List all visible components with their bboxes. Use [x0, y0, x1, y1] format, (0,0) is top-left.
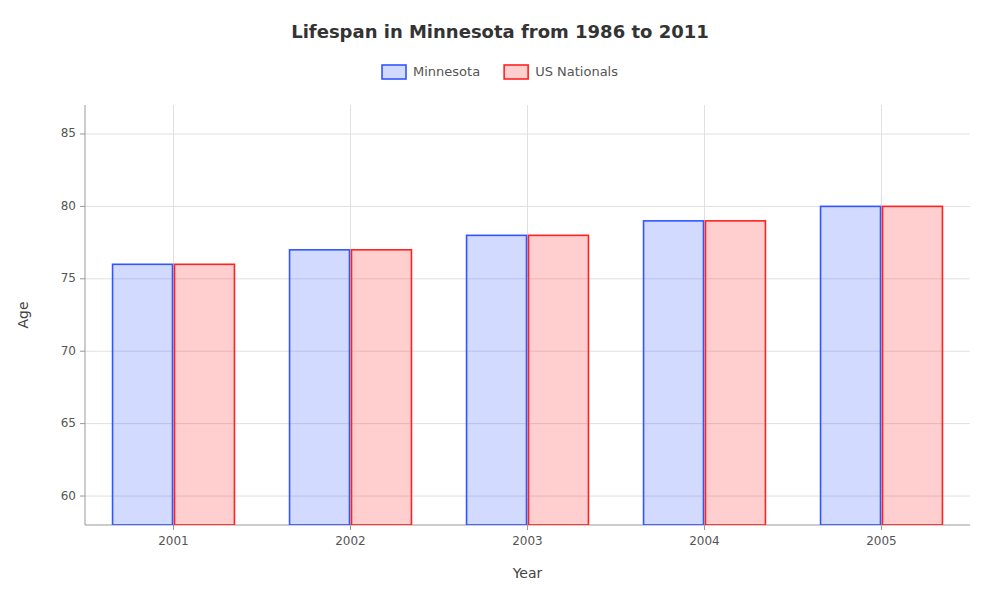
background	[0, 0, 1000, 600]
y-tick	[80, 133, 85, 134]
x-tick	[350, 525, 351, 530]
y-tick	[80, 351, 85, 352]
bar	[706, 221, 766, 525]
y-tick-label: 60	[61, 489, 76, 503]
legend: Minnesota US Nationals	[382, 64, 618, 80]
y-tick-label: 70	[61, 344, 76, 358]
y-axis-label: Age	[15, 301, 31, 328]
y-tick	[80, 278, 85, 279]
legend-swatch	[382, 65, 406, 79]
bar	[113, 264, 173, 525]
bar	[644, 221, 704, 525]
bar	[883, 206, 943, 525]
y-tick	[80, 496, 85, 497]
legend-label: US Nationals	[535, 64, 618, 79]
x-tick	[173, 525, 174, 530]
grid	[85, 105, 970, 525]
y-tick-label: 75	[61, 271, 76, 285]
bar	[821, 206, 881, 525]
y-tick-label: 85	[61, 126, 76, 140]
bar	[529, 235, 589, 525]
bars	[113, 206, 943, 525]
x-tick-label: 2002	[335, 534, 366, 548]
x-tick-label: 2005	[866, 534, 897, 548]
chart: 60 65 70 75 80 85 2001 2002 2003 2004 2005 Year Age L…	[0, 0, 1000, 600]
x-tick	[704, 525, 705, 530]
bar	[290, 250, 350, 525]
x-tick	[881, 525, 882, 530]
y-axis-line	[85, 105, 86, 525]
x-tick	[527, 525, 528, 530]
y-tick-label: 65	[61, 416, 76, 430]
legend-item: US Nationals	[504, 64, 618, 80]
y-tick-label: 80	[61, 199, 76, 213]
bar	[175, 264, 235, 525]
legend-swatch	[504, 65, 528, 79]
y-tick	[80, 206, 85, 207]
bar	[467, 235, 527, 525]
x-tick-label: 2001	[158, 534, 189, 548]
legend-label: Minnesota	[413, 64, 480, 79]
x-axis-label: Year	[512, 565, 543, 581]
y-tick	[80, 423, 85, 424]
x-tick-label: 2003	[512, 534, 543, 548]
chart-container: 60 65 70 75 80 85 2001 2002 2003 2004 2005 Year Age L…	[0, 0, 1000, 600]
title: Lifespan in Minnesota from 1986 to 2011	[291, 21, 709, 42]
x-tick-label: 2004	[689, 534, 720, 548]
axes: 60 65 70 75 80 85 2001 2002 2003 2004 2005	[61, 105, 970, 548]
legend-item: Minnesota	[382, 64, 480, 80]
bar	[352, 250, 412, 525]
